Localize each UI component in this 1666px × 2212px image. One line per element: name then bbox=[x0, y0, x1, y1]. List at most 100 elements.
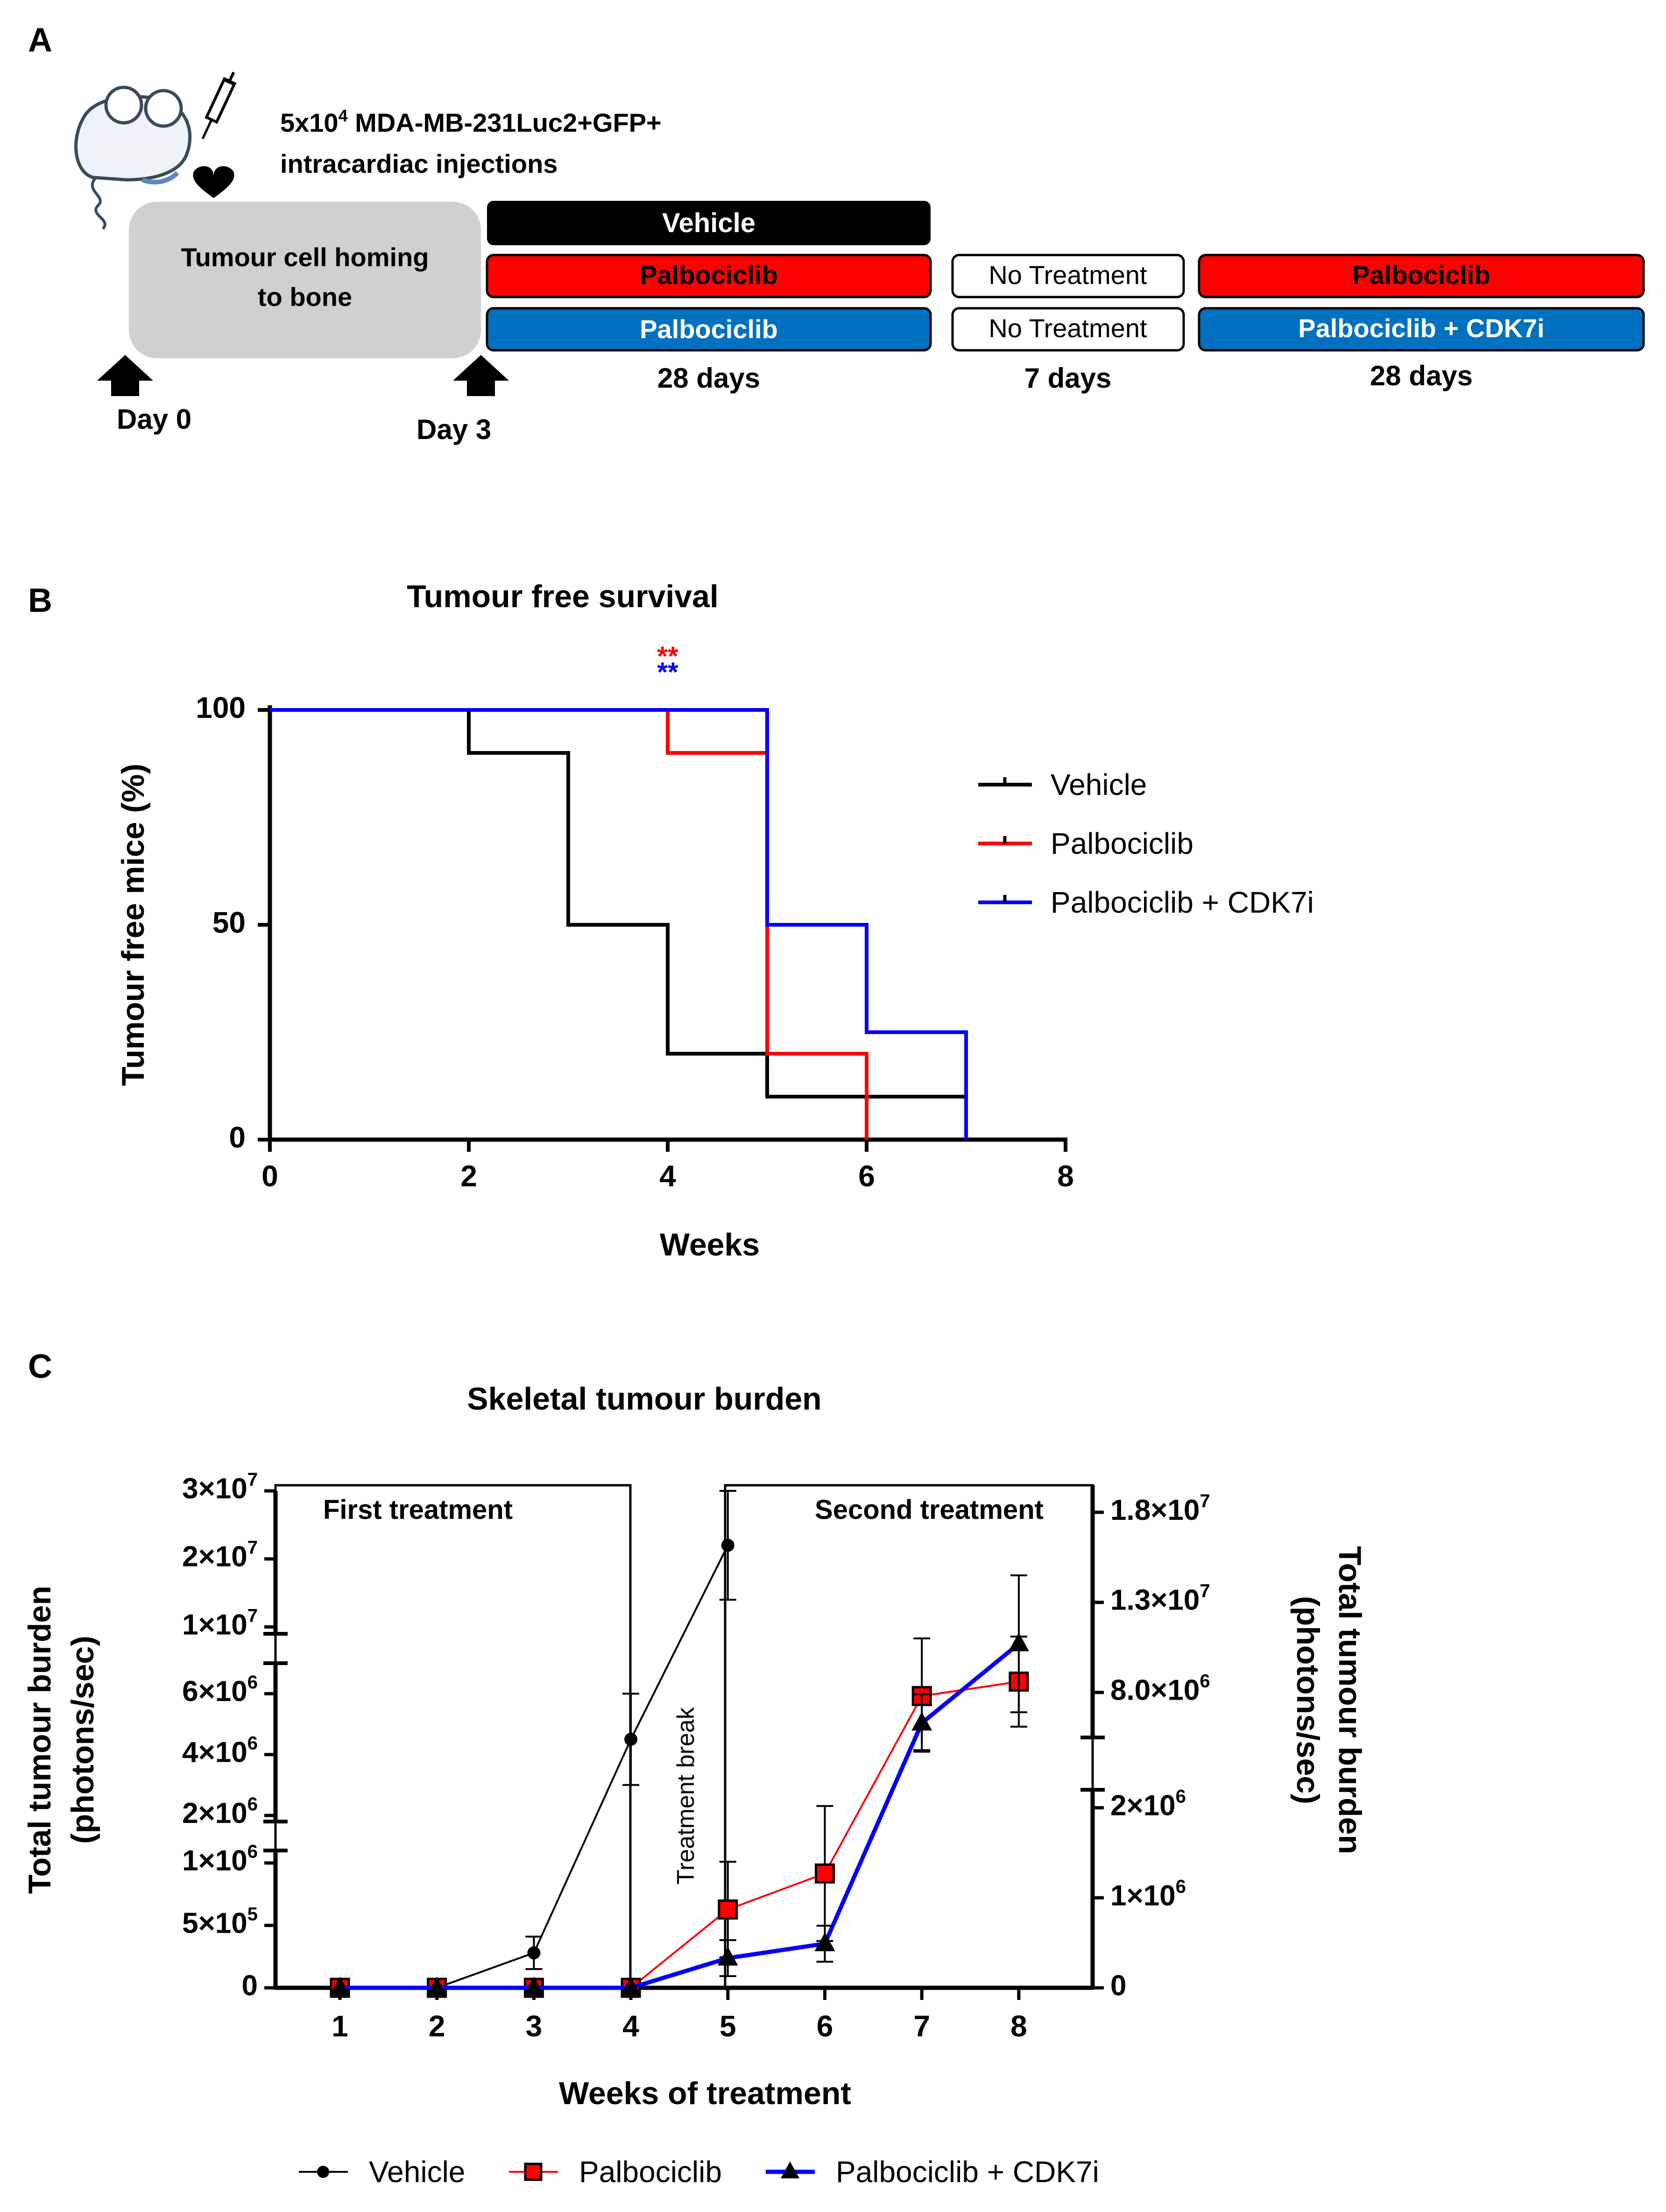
burden-point-palbociclib-cdk7i bbox=[621, 1977, 642, 1995]
burden-legend-marker bbox=[781, 2162, 799, 2178]
burden-series bbox=[330, 1490, 1029, 1998]
second-treatment-frame bbox=[724, 1484, 1094, 1989]
first-treatment-label: First treatment bbox=[323, 1495, 513, 1525]
burden-left-tick-label: 2×107 bbox=[182, 1537, 258, 1573]
km-line-vehicle bbox=[270, 708, 968, 1140]
second-treatment-label: Second treatment bbox=[815, 1495, 1044, 1525]
palbo-blue-first-bar-label: Palbociclib bbox=[640, 314, 778, 344]
day0-label: Day 0 bbox=[117, 404, 191, 435]
burden-ylabel-right-1: Total tumour burden bbox=[1332, 1546, 1368, 1854]
burden-legend-marker bbox=[317, 2166, 329, 2178]
burden-x-tick-label: 5 bbox=[720, 2009, 736, 2043]
palbo-first-bar bbox=[486, 254, 932, 298]
burden-left-tick-label: 3×107 bbox=[182, 1469, 258, 1505]
burden-point-palbociclib bbox=[718, 1899, 738, 1920]
burden-ylabel-left-2: (photons/sec) bbox=[65, 1636, 100, 1844]
day0-arrow-icon bbox=[97, 355, 153, 396]
injection-text-line1: 5x104 MDA-MB-231Luc2+GFP+ bbox=[280, 106, 662, 137]
no-treatment-bar-2 bbox=[951, 307, 1185, 352]
km-series bbox=[270, 708, 968, 1140]
km-legend-label: Vehicle bbox=[1051, 768, 1147, 801]
km-significance-mark: ** bbox=[657, 657, 678, 688]
burden-point-palbociclib-cdk7i bbox=[814, 1932, 835, 1951]
palbo-second-bar bbox=[1198, 254, 1645, 298]
km-significance-mark: ** bbox=[657, 641, 678, 672]
day3-label: Day 3 bbox=[416, 414, 491, 445]
burden-chart: 1 2 3 4 5 6 7 8 0 5×105 1×106 2×106 4×106 6×106 1×107 2… bbox=[22, 1469, 1368, 2189]
burden-point-palbociclib-cdk7i bbox=[523, 1977, 544, 1995]
duration-first: 28 days bbox=[657, 362, 760, 394]
km-axes: 0 2 4 6 8 0 50 100 bbox=[196, 691, 1074, 1193]
homing-box bbox=[129, 202, 481, 358]
burden-legend-label: Palbociclib + CDK7i bbox=[836, 2155, 1099, 2189]
burden-ylabel-right-2: (photons/sec) bbox=[1290, 1596, 1326, 1804]
km-xlabel: Weeks bbox=[660, 1227, 760, 1262]
burden-right-tick-label: 1×106 bbox=[1110, 1876, 1186, 1912]
burden-left-tick-label: 2×106 bbox=[182, 1794, 258, 1830]
vehicle-bar bbox=[487, 201, 931, 245]
km-y-tick-label: 50 bbox=[212, 906, 246, 939]
palbo-first-bar-label: Palbociclib bbox=[640, 260, 778, 290]
burden-right-tick-label: 0 bbox=[1110, 1970, 1126, 2002]
burden-point-palbociclib-cdk7i bbox=[426, 1977, 447, 1995]
panel-a-label: A bbox=[28, 21, 52, 59]
burden-x-tick-label: 3 bbox=[526, 2009, 543, 2043]
burden-x-tick-label: 8 bbox=[1010, 2009, 1027, 2043]
burden-right-tick-label: 1.3×107 bbox=[1110, 1581, 1210, 1616]
km-line-palbociclib-cdk7i bbox=[270, 708, 968, 1140]
burden-left-tick-label: 0 bbox=[242, 1970, 258, 2002]
km-legend-label: Palbociclib + CDK7i bbox=[1051, 886, 1314, 919]
no-treatment-bar-1-label: No Treatment bbox=[988, 260, 1147, 290]
burden-line-palbociclib-cdk7i bbox=[340, 1642, 1020, 1990]
mouse-injection-icon bbox=[74, 71, 237, 230]
palbo-second-bar-label: Palbociclib bbox=[1352, 260, 1490, 290]
burden-point-palbociclib-cdk7i bbox=[1008, 1632, 1029, 1652]
km-chart: 0 2 4 6 8 0 50 100 **** Weeks Tumour free mice … bbox=[115, 641, 1314, 1262]
panel-c-label: C bbox=[28, 1348, 52, 1385]
panel-b-label: B bbox=[28, 582, 52, 619]
palbo-blue-first-bar bbox=[486, 307, 932, 352]
burden-left-tick-label: 1×106 bbox=[182, 1841, 258, 1877]
burden-right-tick-label: 2×106 bbox=[1110, 1786, 1186, 1822]
burden-xlabel: Weeks of treatment bbox=[559, 2076, 851, 2111]
burden-x-tick-label: 4 bbox=[622, 2009, 639, 2043]
km-x-tick-label: 0 bbox=[261, 1159, 278, 1193]
burden-point-vehicle bbox=[527, 1946, 541, 1960]
burden-legend-label: Palbociclib bbox=[579, 2155, 722, 2189]
burden-point-vehicle bbox=[624, 1732, 638, 1746]
burden-legend-marker bbox=[524, 2162, 543, 2181]
burden-axes: 1 2 3 4 5 6 7 8 0 5×105 1×106 2×106 4×106 6×106 1×107 2… bbox=[182, 1469, 1210, 2043]
duration-second: 28 days bbox=[1370, 360, 1473, 391]
burden-right-tick-label: 1.8×107 bbox=[1110, 1490, 1210, 1526]
homing-text-line2: to bone bbox=[258, 282, 352, 312]
km-y-tick-label: 0 bbox=[229, 1120, 246, 1154]
burden-legend-label: Vehicle bbox=[369, 2155, 465, 2189]
burden-x-tick-label: 1 bbox=[332, 2009, 348, 2043]
vehicle-bar-label: Vehicle bbox=[662, 208, 755, 238]
burden-left-tick-label: 6×106 bbox=[182, 1672, 258, 1708]
burden-ylabel-left-1: Total tumour burden bbox=[22, 1586, 57, 1894]
burden-x-tick-label: 2 bbox=[429, 2009, 445, 2043]
combo-second-bar-label: Palbociclib + CDK7i bbox=[1298, 313, 1545, 343]
km-x-tick-label: 8 bbox=[1057, 1159, 1074, 1193]
km-x-tick-label: 2 bbox=[460, 1159, 477, 1193]
burden-right-tick-label: 8.0×106 bbox=[1110, 1671, 1210, 1707]
burden-point-palbociclib-cdk7i bbox=[330, 1977, 350, 1995]
treatment-break-label: Treatment break bbox=[672, 1707, 699, 1885]
day3-arrow-icon bbox=[453, 355, 509, 396]
km-x-tick-label: 4 bbox=[659, 1159, 676, 1193]
homing-text-line1: Tumour cell homing bbox=[181, 242, 429, 272]
burden-point-palbociclib bbox=[815, 1863, 835, 1884]
burden-point-palbociclib-cdk7i bbox=[911, 1712, 932, 1731]
burden-x-tick-label: 7 bbox=[913, 2009, 930, 2043]
first-treatment-frame bbox=[274, 1484, 632, 1989]
km-ylabel: Tumour free mice (%) bbox=[115, 764, 151, 1086]
km-significance: **** bbox=[657, 641, 678, 688]
no-treatment-bar-1 bbox=[951, 254, 1185, 298]
km-legend-label: Palbociclib bbox=[1051, 827, 1193, 860]
burden-left-tick-label: 4×106 bbox=[182, 1733, 258, 1769]
burden-point-palbociclib-cdk7i bbox=[717, 1947, 738, 1966]
no-treatment-bar-2-label: No Treatment bbox=[988, 313, 1147, 343]
injection-text-line2: intracardiac injections bbox=[280, 149, 558, 178]
